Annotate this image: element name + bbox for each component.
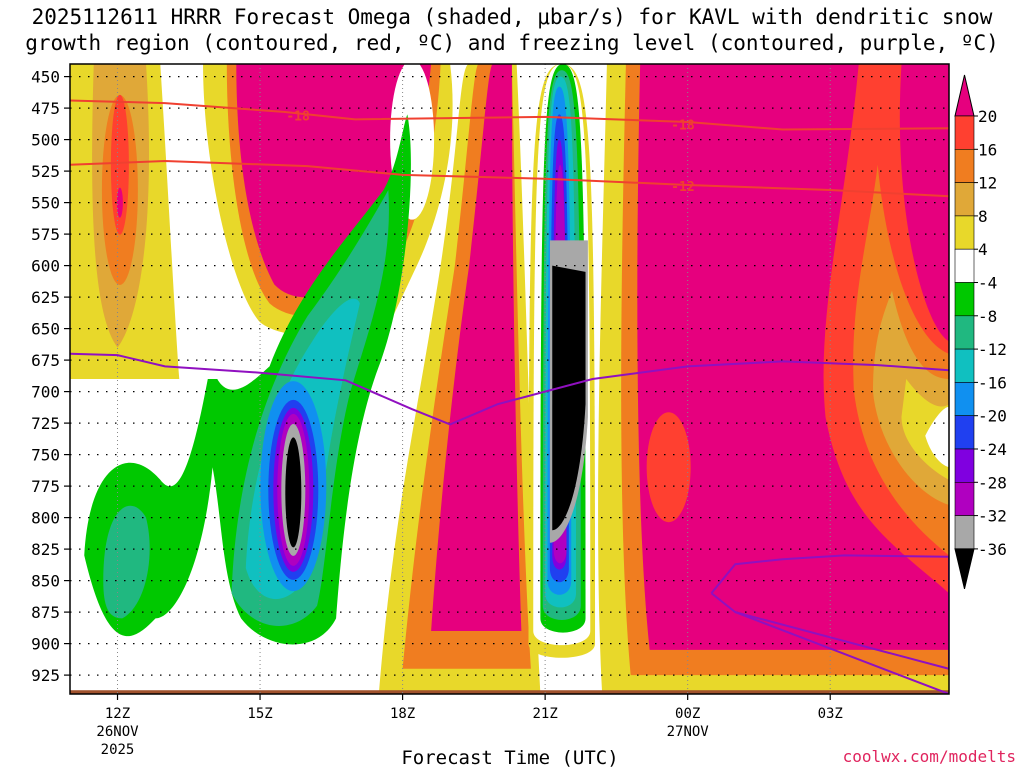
dgz-contour-label--18-0: -18 — [286, 110, 310, 125]
x-axis-label: Forecast Time (UTC) — [401, 747, 618, 768]
colorbar-bin-neg16 — [954, 382, 975, 416]
colorbar-label-11: -28 — [978, 473, 1007, 492]
y-tick-label-825: 825 — [31, 540, 60, 559]
colorbar-bin-zero — [954, 248, 975, 283]
colorbar-label-12: -32 — [978, 507, 1007, 526]
y-tick-label-775: 775 — [31, 477, 60, 496]
colorbar-label-3: 8 — [978, 207, 988, 226]
y-tick-label-900: 900 — [31, 635, 60, 654]
colorbar-label-13: -36 — [978, 540, 1007, 559]
freezing-level-lower — [734, 611, 949, 694]
colorbar-bin-pos16 — [954, 115, 975, 150]
y-tick-label-625: 625 — [31, 288, 60, 307]
y-tick-label-700: 700 — [31, 383, 60, 402]
colorbar-bin-pos4 — [954, 215, 975, 250]
colorbar-bin-neg32 — [954, 515, 975, 550]
colorbar-bin-neg4 — [954, 282, 975, 317]
colorbar-bottom-arrow — [954, 548, 975, 590]
colorbar-bin-neg8 — [954, 315, 975, 350]
colorbar-label-6: -8 — [978, 307, 997, 326]
colorbar: 20 16 12 8 4 -4 -8 -12 -16 -20 -24 -28 -32 -36 — [954, 74, 1007, 590]
ground-strip — [70, 690, 949, 694]
y-tick-label-725: 725 — [31, 414, 60, 433]
y-tick-label-750: 750 — [31, 446, 60, 465]
colorbar-bin-neg28 — [954, 481, 975, 516]
colorbar-bin-pos12 — [954, 149, 975, 183]
colorbar-top-arrow — [954, 74, 975, 117]
y-tick-label-575: 575 — [31, 225, 60, 244]
freezing-level-loop — [710, 554, 949, 670]
y-tick-label-875: 875 — [31, 603, 60, 622]
colorbar-label-5: -4 — [978, 274, 997, 293]
dgz-contour--12 — [70, 159, 949, 198]
y-tick-label-650: 650 — [31, 320, 60, 339]
y-tick-label-600: 600 — [31, 257, 60, 276]
colorbar-label-9: -20 — [978, 407, 1007, 426]
colorbar-label-2: 12 — [978, 174, 997, 193]
x-tick-date-00Z: 27NOV — [667, 724, 710, 740]
colorbar-label-10: -24 — [978, 440, 1007, 459]
gridlines — [70, 64, 949, 694]
colorbar-bin-pos8 — [954, 182, 975, 217]
title-line-2: growth region (contoured, red, ºC) and f… — [25, 31, 999, 55]
shade-neg36-mid — [285, 437, 302, 548]
shade-pos16-left — [110, 94, 129, 235]
x-tick-date-12Z: 26NOV — [96, 724, 139, 740]
x-tick-label-00Z: 00Z — [675, 706, 700, 722]
shade-pos20-left — [116, 187, 123, 218]
credit-text: coolwx.com/modelts — [843, 747, 1016, 766]
dgz-contour--18 — [70, 99, 949, 131]
colorbar-label-7: -12 — [978, 340, 1007, 359]
chart-title: 2025112611 HRRR Forecast Omega (shaded, … — [0, 4, 1024, 56]
freezing-level-contour — [70, 352, 949, 426]
omega-shading — [70, 64, 949, 694]
x-tick-label-21Z: 21Z — [532, 706, 557, 722]
y-tick-label-925: 925 — [31, 666, 60, 685]
shade-neg36-col — [552, 265, 586, 531]
x-tick-label-03Z: 03Z — [818, 706, 843, 722]
colorbar-label-0: 20 — [978, 107, 997, 126]
dgz-contour-label--18-1: -18 — [671, 118, 695, 133]
colorbar-bin-neg20 — [954, 415, 975, 450]
shade-pos20-mid — [431, 64, 522, 631]
y-tick-label-675: 675 — [31, 351, 60, 370]
x-tick-label-15Z: 15Z — [247, 706, 272, 722]
axes: 450 475 500 525 550 575 600 625 650 675 700 725 750 7… — [31, 68, 843, 758]
y-tick-label-800: 800 — [31, 509, 60, 528]
x-tick-label-18Z: 18Z — [390, 706, 415, 722]
x-tick-label-12Z: 12Z — [105, 706, 130, 722]
y-tick-label-550: 550 — [31, 194, 60, 213]
dgz-contour-label--12-0: -12 — [671, 180, 694, 195]
shade-neg8-left — [103, 505, 150, 619]
colorbar-label-8: -16 — [978, 373, 1007, 392]
colorbar-label-4: 4 — [978, 240, 988, 259]
contours: -18 -18 -12 — [70, 99, 949, 694]
colorbar-bin-neg24 — [954, 448, 975, 483]
shade-zero-right — [925, 406, 949, 468]
x-tick-year-12Z: 2025 — [101, 742, 135, 758]
y-tick-label-850: 850 — [31, 572, 60, 591]
shade-pos16-small — [646, 412, 691, 523]
plot-frame — [69, 63, 950, 695]
colorbar-bin-neg12 — [954, 348, 975, 383]
y-tick-label-450: 450 — [31, 68, 60, 87]
title-line-1: 2025112611 HRRR Forecast Omega (shaded, … — [31, 5, 993, 29]
y-tick-label-500: 500 — [31, 131, 60, 150]
colorbar-label-1: 16 — [978, 140, 997, 159]
y-tick-label-525: 525 — [31, 162, 60, 181]
y-tick-label-475: 475 — [31, 99, 60, 118]
